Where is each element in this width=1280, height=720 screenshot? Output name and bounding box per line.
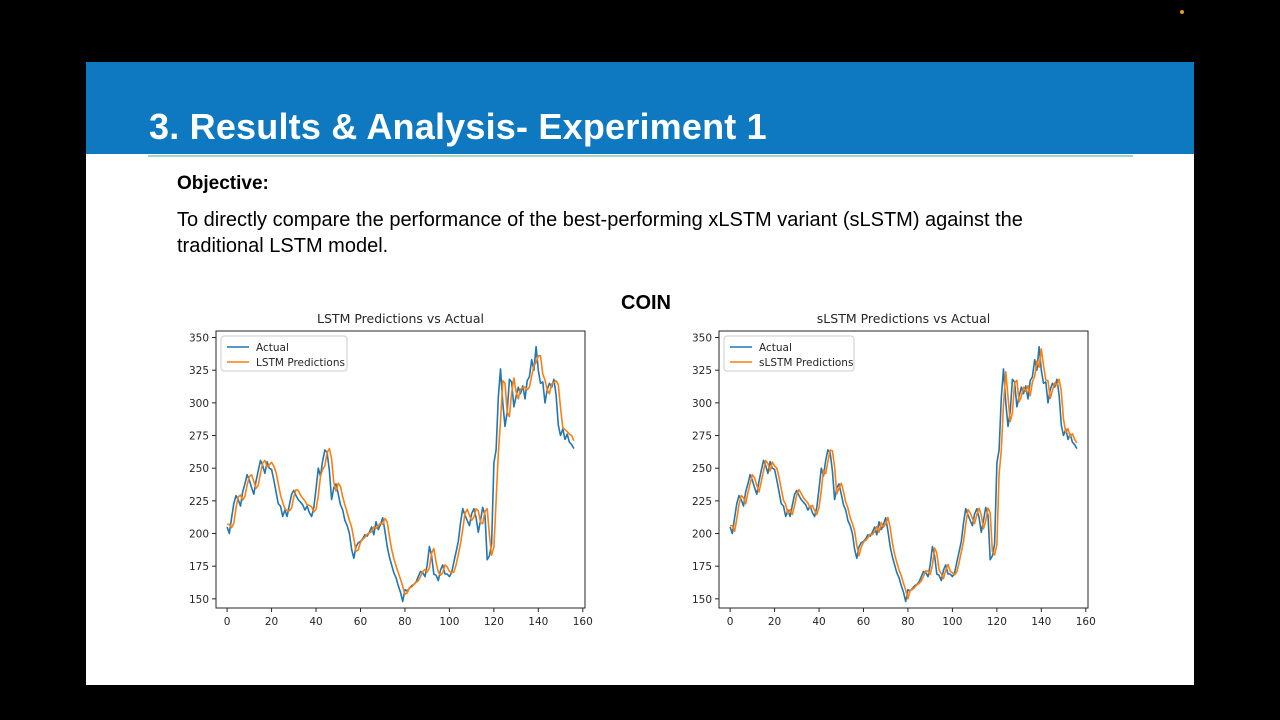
- x-tick-label: 140: [1031, 616, 1051, 628]
- slstm-chart: sLSTM Predictions vs Actual 0 20 40 60 80 100 1…: [692, 311, 1096, 628]
- y-tick-label: 250: [692, 463, 712, 475]
- y-tick-label: 325: [189, 365, 209, 377]
- x-tick-label: 20: [768, 616, 781, 628]
- y-tick-label: 350: [692, 333, 712, 345]
- y-tick-label: 300: [189, 398, 209, 410]
- x-tick-label: 160: [1076, 616, 1096, 628]
- y-tick-label: 150: [189, 594, 209, 606]
- x-tick-label: 100: [942, 616, 962, 628]
- legend-label-actual: Actual: [759, 342, 792, 354]
- y-tick-label: 225: [692, 496, 712, 508]
- x-tick-label: 60: [857, 616, 870, 628]
- y-tick-label: 225: [189, 496, 209, 508]
- slide: 3. Results & Analysis- Experiment 1 Obje…: [86, 62, 1194, 685]
- x-tick-label: 60: [354, 616, 367, 628]
- series-line-actual: [226, 345, 575, 603]
- header-band: [86, 62, 1194, 154]
- x-tick-label: 40: [812, 616, 825, 628]
- y-tick-label: 250: [189, 463, 209, 475]
- y-tick-label: 200: [692, 529, 712, 541]
- chart-title: sLSTM Predictions vs Actual: [817, 311, 990, 326]
- x-tick-label: 40: [309, 616, 322, 628]
- title-underline: [148, 155, 1133, 157]
- x-tick-label: 20: [265, 616, 278, 628]
- y-tick-label: 175: [189, 561, 209, 573]
- objective-label: Objective:: [177, 173, 269, 194]
- series-line-predictions: [730, 348, 1078, 600]
- y-tick-label: 150: [692, 594, 712, 606]
- x-tick-label: 120: [484, 616, 504, 628]
- x-tick-label: 160: [573, 616, 593, 628]
- x-tick-label: 0: [727, 616, 734, 628]
- series-line-predictions: [227, 355, 575, 596]
- x-tick-label: 80: [398, 616, 411, 628]
- y-tick-label: 175: [692, 561, 712, 573]
- lstm-chart: LSTM Predictions vs Actual 0 20 40 60 80 100 12…: [189, 311, 593, 628]
- slide-title: 3. Results & Analysis- Experiment 1: [149, 106, 767, 147]
- y-tick-label: 275: [189, 431, 209, 443]
- plot-frame: [215, 330, 586, 609]
- chart-title: LSTM Predictions vs Actual: [317, 311, 484, 326]
- camera-indicator-dot: [1180, 10, 1184, 14]
- y-tick-label: 350: [189, 333, 209, 345]
- x-tick-label: 100: [439, 616, 459, 628]
- x-tick-label: 80: [901, 616, 914, 628]
- x-tick-label: 120: [987, 616, 1007, 628]
- dataset-label: COIN: [621, 292, 671, 314]
- legend-box: [723, 335, 855, 372]
- y-tick-label: 275: [692, 431, 712, 443]
- y-tick-label: 200: [189, 529, 209, 541]
- legend-label-predictions: LSTM Predictions: [256, 357, 345, 369]
- plot-frame: [718, 330, 1089, 609]
- x-tick-label: 0: [224, 616, 231, 628]
- legend-label-predictions: sLSTM Predictions: [759, 357, 853, 369]
- objective-text: To directly compare the performance of t…: [177, 209, 1023, 257]
- x-tick-label: 140: [528, 616, 548, 628]
- legend-box: [220, 335, 348, 372]
- legend-label-actual: Actual: [256, 342, 289, 354]
- y-tick-label: 325: [692, 365, 712, 377]
- y-tick-label: 300: [692, 398, 712, 410]
